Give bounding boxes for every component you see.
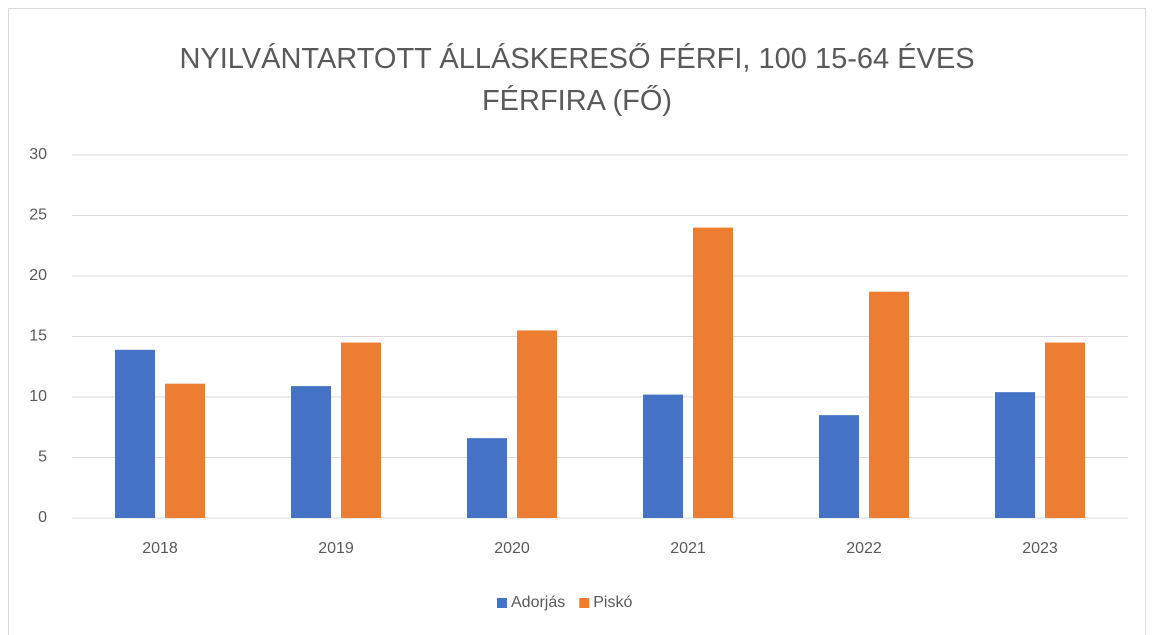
y-tick-label: 25 xyxy=(29,207,47,224)
bar xyxy=(643,394,683,518)
y-tick-label: 0 xyxy=(38,509,47,526)
legend-label: Piskó xyxy=(593,594,632,611)
x-tick-label: 2022 xyxy=(846,540,882,557)
chart-border xyxy=(8,8,1146,635)
x-tick-label: 2020 xyxy=(494,540,530,557)
y-tick-label: 20 xyxy=(29,267,47,284)
bar xyxy=(115,349,155,518)
legend-swatch xyxy=(497,598,507,608)
x-tick-label: 2021 xyxy=(670,540,706,557)
x-tick-label: 2023 xyxy=(1022,540,1058,557)
chart-title: NYILVÁNTARTOTT ÁLLÁSKERESŐ FÉRFI, 100 15… xyxy=(179,43,975,117)
y-tick-label: 15 xyxy=(29,328,47,345)
x-tick-label: 2019 xyxy=(318,540,354,557)
bar xyxy=(995,392,1035,518)
x-tick-label: 2018 xyxy=(142,540,178,557)
bar xyxy=(291,386,331,518)
y-tick-label: 30 xyxy=(29,146,47,163)
bar xyxy=(467,438,507,518)
bar xyxy=(165,383,205,518)
bar xyxy=(1045,342,1085,518)
bar xyxy=(819,415,859,518)
bar xyxy=(869,291,909,518)
legend-swatch xyxy=(579,598,590,608)
bar xyxy=(517,330,557,518)
bar xyxy=(341,342,381,518)
y-tick-label: 5 xyxy=(38,449,47,466)
y-tick-label: 10 xyxy=(29,388,47,405)
legend-label: Adorjás xyxy=(511,594,565,611)
bar xyxy=(693,227,733,518)
